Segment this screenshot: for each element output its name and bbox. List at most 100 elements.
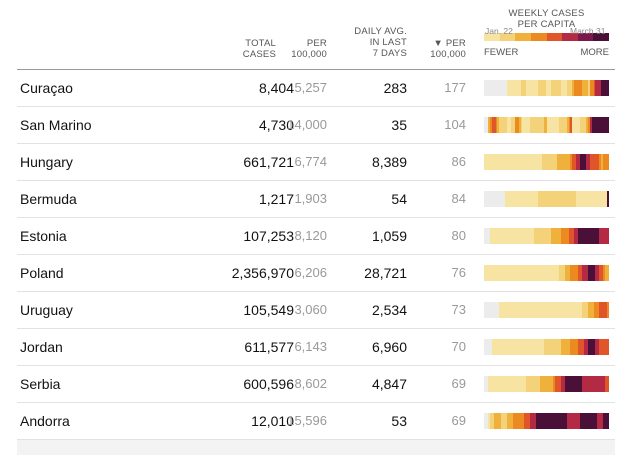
table-row[interactable]: Andorra 12,010 15,596 53 69 (17, 403, 615, 440)
sparkline-day (518, 228, 521, 244)
sparkline-day (501, 376, 504, 392)
sparkline-day (580, 302, 583, 318)
sparkline-day (607, 413, 609, 429)
cases-per-100k: 14,000 (287, 117, 327, 132)
sparkline-day (505, 117, 508, 133)
total-cases: 661,721 (243, 154, 294, 170)
sparkline-day (508, 339, 511, 355)
table-row[interactable]: Uruguay 105,549 3,060 2,534 73 (17, 292, 615, 329)
sparkline-day (524, 228, 527, 244)
sparkline-day (516, 80, 519, 96)
sparkline-day (574, 302, 577, 318)
rank-per-100k-header[interactable]: ▼ PER 100,000 (430, 38, 466, 60)
sparkline-day (593, 228, 596, 244)
country-name: Andorra (20, 413, 70, 429)
sparkline-day (526, 117, 529, 133)
sparkline-day (576, 154, 579, 170)
sparkline-day (578, 339, 581, 355)
sparkline-day (549, 302, 552, 318)
sparkline-day (587, 191, 590, 207)
sparkline-day (535, 265, 538, 281)
sparkline-day (501, 154, 504, 170)
table-row[interactable]: Serbia 600,596 8,602 4,847 69 (17, 366, 615, 403)
sparkline-day (495, 117, 498, 133)
sparkline-day (543, 265, 546, 281)
sparkline-day (507, 265, 509, 281)
sparkline-day (518, 154, 521, 170)
sparkline-day (587, 154, 590, 170)
header-line: TOTAL (245, 38, 276, 49)
per-100k-header[interactable]: PER 100,000 (291, 38, 327, 60)
table-row[interactable]: Estonia 107,253 8,120 1,059 80 (17, 218, 615, 255)
sparkline-day (522, 413, 525, 429)
sparkline-day (491, 413, 494, 429)
sparkline-day (551, 302, 554, 318)
weekly-cases-sparkline (484, 228, 609, 244)
table-row[interactable]: San Marino 4,730 14,000 35 104 (17, 107, 615, 144)
sparkline-day (562, 191, 565, 207)
country-name: Uruguay (20, 302, 73, 318)
sparkline-day (570, 191, 573, 207)
sparkline-day (564, 302, 567, 318)
sparkline-day (530, 265, 533, 281)
legend-swatch (593, 33, 609, 41)
header-line: CASES (242, 49, 276, 60)
sparkline-day (591, 191, 594, 207)
table-row[interactable]: Curaçao 8,404 5,257 283 177 (17, 70, 615, 107)
sparkline-day (528, 228, 531, 244)
total-cases-header[interactable]: TOTAL CASES (243, 38, 276, 60)
table-row[interactable]: Poland 2,356,970 6,206 28,721 76 (17, 255, 615, 292)
table-row[interactable]: Hungary 661,721 6,774 8,389 86 (17, 144, 615, 181)
sparkline-day (526, 339, 529, 355)
sparkline-day (537, 191, 540, 207)
sparkline-day (537, 80, 540, 96)
weekly-per-100k: 69 (451, 376, 466, 391)
sparkline-day (553, 376, 556, 392)
sparkline-day (564, 117, 567, 133)
sparkline-day (526, 265, 529, 281)
sparkline-day (560, 376, 563, 392)
sparkline-day (493, 117, 496, 133)
sparkline-day (507, 413, 509, 429)
sparkline-day (535, 376, 538, 392)
country-name: Serbia (20, 376, 61, 392)
sparkline-day (603, 228, 606, 244)
sparkline-day (532, 80, 534, 96)
sparkline-day (524, 191, 527, 207)
sparkline-day (497, 117, 500, 133)
sparkline-day (537, 117, 540, 133)
sparkline-day (589, 117, 592, 133)
sparkline-day (607, 339, 609, 355)
sparkline-day (583, 265, 586, 281)
table-row[interactable]: Bermuda 1,217 1,903 54 84 (17, 181, 615, 218)
daily-avg-header[interactable]: DAILY AVG. IN LAST 7 DAYS (354, 26, 407, 59)
sparkline-end-date: March 31 (570, 26, 606, 36)
sparkline-day (597, 117, 600, 133)
cases-per-100k: 6,774 (294, 154, 327, 169)
table-row[interactable]: Jordan 611,577 6,143 6,960 70 (17, 329, 615, 366)
sparkline-day (528, 265, 531, 281)
sparkline-day (595, 117, 598, 133)
sparkline-day (499, 265, 502, 281)
sparkline-day (591, 376, 594, 392)
weekly-per-100k: 104 (444, 117, 466, 132)
sparkline-day (566, 376, 569, 392)
sparkline-day (597, 339, 600, 355)
total-cases: 12,010 (251, 413, 294, 429)
sparkline-day (593, 302, 596, 318)
sparkline-day (560, 413, 563, 429)
sparkline-day (562, 117, 565, 133)
sparkline-day (574, 339, 577, 355)
sparkline-day (562, 228, 565, 244)
sparkline-day (605, 376, 607, 392)
sparkline-day (505, 302, 508, 318)
sparkline-day (514, 339, 517, 355)
sparkline-day (549, 117, 552, 133)
sparkline-day (499, 339, 502, 355)
sparkline-day (555, 228, 558, 244)
sparkline-day (547, 265, 550, 281)
sparkline-day (543, 191, 546, 207)
sparkline-day (514, 413, 517, 429)
sparkline-day (576, 376, 579, 392)
weekly-cases-sparkline (484, 413, 609, 429)
